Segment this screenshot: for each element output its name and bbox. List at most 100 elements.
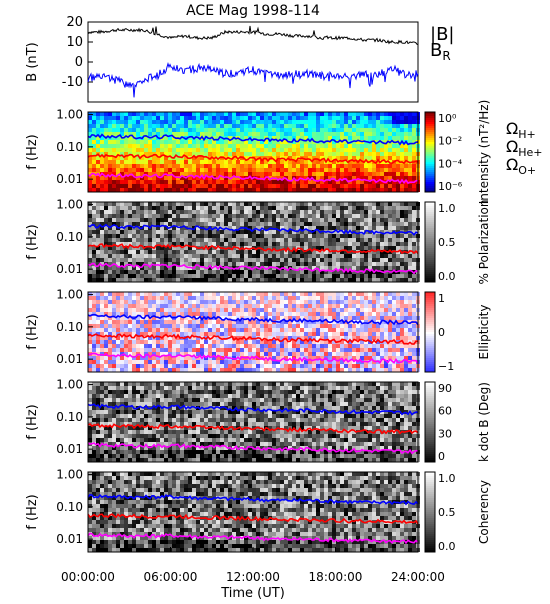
intensity-cell: [236, 120, 240, 124]
ellipticity-cell: [244, 352, 248, 356]
polarization-cell: [296, 258, 300, 262]
intensity-cell: [100, 164, 104, 168]
polarization-cell: [328, 254, 332, 258]
intensity-cell: [128, 180, 132, 184]
polarization-cell: [332, 218, 336, 222]
polarization-cell: [320, 242, 324, 246]
intensity-cell: [396, 136, 400, 140]
polarization-cell: [244, 242, 248, 246]
ellipticity-cell: [380, 344, 384, 348]
intensity-cell: [200, 132, 204, 136]
polarization-colorbar-step: [425, 230, 435, 232]
intensity-cell: [104, 160, 108, 164]
ellipticity-cell: [180, 320, 184, 324]
ellipticity-cell: [364, 348, 368, 352]
ellipticity-cell: [204, 296, 208, 300]
intensity-cell: [156, 188, 160, 192]
ellipticity-cell: [120, 304, 124, 308]
polarization-cell: [124, 230, 128, 234]
ellipticity-cell: [328, 324, 332, 328]
polarization-colorbar-step: [425, 278, 435, 280]
polarization-cell: [256, 242, 260, 246]
polarization-colorbar-step: [425, 268, 435, 270]
polarization-cell: [280, 258, 284, 262]
intensity-cell: [288, 132, 292, 136]
intensity-cell: [308, 124, 312, 128]
ellipticity-cell: [404, 304, 408, 308]
polarization-cell: [204, 230, 208, 234]
polarization-colorbar-step: [425, 224, 435, 226]
ellipticity-cell: [248, 340, 252, 344]
ellipticity-cell: [172, 344, 176, 348]
polarization-cell: [92, 214, 96, 218]
intensity-cell: [284, 144, 288, 148]
polarization-cell: [356, 222, 360, 226]
ellipticity-cell: [108, 292, 112, 296]
intensity-cell: [356, 124, 360, 128]
ellipticity-cell: [100, 348, 104, 352]
intensity-cell: [156, 128, 160, 132]
polarization-cell: [120, 206, 124, 210]
intensity-cell: [268, 172, 272, 176]
ellipticity-cell: [208, 292, 212, 296]
ellipticity-cell: [212, 344, 216, 348]
polarization-cell: [252, 210, 256, 214]
intensity-cell: [380, 144, 384, 148]
polarization-cell: [232, 278, 236, 282]
intensity-cell: [160, 144, 164, 148]
polarization-cell: [240, 238, 244, 242]
intensity-cell: [152, 160, 156, 164]
intensity-cell: [408, 112, 412, 116]
polarization-cell: [104, 210, 108, 214]
ellipticity-cell: [344, 352, 348, 356]
intensity-cell: [180, 164, 184, 168]
ellipticity-cell: [200, 292, 204, 296]
polarization-cell: [412, 226, 416, 230]
ellipticity-cell: [184, 296, 188, 300]
ellipticity-cell: [96, 304, 100, 308]
intensity-cell: [144, 160, 148, 164]
intensity-cell: [388, 168, 392, 172]
polarization-cell: [248, 238, 252, 242]
intensity-cell: [200, 148, 204, 152]
ellipticity-cell: [100, 320, 104, 324]
polarization-cell: [116, 230, 120, 234]
ellipticity-cell: [348, 332, 352, 336]
polarization-cell: [152, 270, 156, 274]
polarization-cell: [328, 226, 332, 230]
ellipticity-cell: [152, 340, 156, 344]
polarization-cell: [328, 210, 332, 214]
intensity-cell: [160, 128, 164, 132]
ellipticity-cell: [296, 300, 300, 304]
polarization-cell: [164, 250, 168, 254]
ellipticity-cell: [412, 296, 416, 300]
polarization-cell: [88, 230, 92, 234]
ellipticity-cell: [324, 332, 328, 336]
intensity-cell: [336, 172, 340, 176]
polarization-cell: [196, 258, 200, 262]
intensity-cell: [216, 152, 220, 156]
ellipticity-cell: [356, 304, 360, 308]
intensity-cell: [288, 144, 292, 148]
polarization-cell: [212, 214, 216, 218]
intensity-cell: [328, 148, 332, 152]
polarization-cell: [356, 202, 360, 206]
intensity-cell: [184, 160, 188, 164]
ellipticity-cell: [360, 312, 364, 316]
polarization-cell: [120, 234, 124, 238]
polarization-cell: [184, 278, 188, 282]
ellipticity-cell: [300, 300, 304, 304]
intensity-cell: [160, 184, 164, 188]
intensity-cell: [364, 124, 368, 128]
ellipticity-cell: [288, 352, 292, 356]
ellipticity-cell: [140, 344, 144, 348]
ellipticity-cell: [384, 316, 388, 320]
intensity-cell: [352, 124, 356, 128]
polarization-cell: [192, 238, 196, 242]
intensity-cell: [120, 160, 124, 164]
intensity-cell: [184, 140, 188, 144]
polarization-cell: [268, 254, 272, 258]
ellipticity-cell: [244, 292, 248, 296]
intensity-cell: [164, 140, 168, 144]
intensity-cell: [252, 112, 256, 116]
